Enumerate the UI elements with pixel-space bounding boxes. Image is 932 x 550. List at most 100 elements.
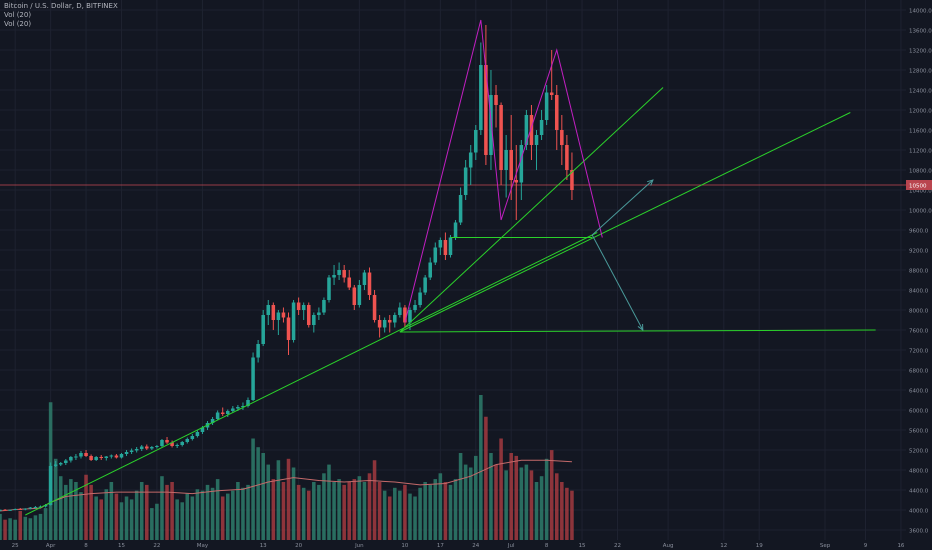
- candle-body[interactable]: [433, 247, 438, 263]
- candle-body[interactable]: [484, 65, 488, 155]
- candle-body[interactable]: [74, 456, 78, 458]
- candle-body[interactable]: [241, 406, 245, 407]
- candle-body[interactable]: [438, 240, 443, 248]
- candle-body[interactable]: [534, 135, 539, 145]
- candle-body[interactable]: [48, 466, 53, 505]
- candle-body[interactable]: [23, 508, 28, 510]
- candle-body[interactable]: [372, 295, 377, 320]
- time-axis[interactable]: [0, 540, 932, 550]
- candle-body[interactable]: [504, 150, 508, 170]
- candle-body[interactable]: [165, 440, 169, 443]
- candle-body[interactable]: [317, 312, 321, 316]
- candle-body[interactable]: [413, 305, 417, 310]
- candle-body[interactable]: [570, 170, 574, 190]
- candle-body[interactable]: [43, 505, 48, 507]
- candle-body[interactable]: [185, 439, 190, 442]
- candle-body[interactable]: [352, 287, 357, 306]
- candle-body[interactable]: [129, 450, 134, 453]
- candle-body[interactable]: [225, 411, 230, 414]
- candle-body[interactable]: [529, 115, 534, 145]
- candle-body[interactable]: [109, 455, 114, 457]
- candle-body[interactable]: [104, 456, 109, 459]
- candle-body[interactable]: [332, 275, 336, 278]
- candle-body[interactable]: [362, 272, 367, 286]
- candle-body[interactable]: [342, 270, 346, 278]
- candle-body[interactable]: [499, 105, 503, 170]
- price-axis[interactable]: [906, 0, 932, 550]
- candle-body[interactable]: [468, 152, 473, 168]
- candle-body[interactable]: [53, 464, 58, 467]
- candle-body[interactable]: [215, 412, 220, 420]
- candle-body[interactable]: [560, 130, 564, 145]
- candle-body[interactable]: [443, 240, 448, 255]
- trend-line[interactable]: [25, 232, 598, 516]
- candle-body[interactable]: [160, 440, 164, 446]
- trend-line[interactable]: [399, 329, 876, 333]
- candle-body[interactable]: [18, 509, 23, 510]
- candle-body[interactable]: [291, 302, 296, 341]
- candle-body[interactable]: [301, 305, 306, 310]
- candle-body[interactable]: [377, 320, 382, 328]
- candle-body[interactable]: [489, 95, 493, 155]
- candle-body[interactable]: [256, 344, 260, 358]
- candle-body[interactable]: [565, 145, 569, 170]
- candle-body[interactable]: [124, 452, 129, 454]
- candle-body[interactable]: [281, 312, 286, 318]
- candle-body[interactable]: [453, 222, 458, 238]
- trend-line[interactable]: [399, 87, 664, 333]
- candle-body[interactable]: [231, 408, 235, 412]
- candle-body[interactable]: [544, 92, 549, 121]
- candle-body[interactable]: [448, 237, 453, 256]
- candle-body[interactable]: [382, 320, 387, 328]
- candle-body[interactable]: [190, 436, 195, 439]
- candle-body[interactable]: [13, 509, 17, 510]
- candle-body[interactable]: [195, 432, 200, 436]
- candle-body[interactable]: [276, 312, 281, 321]
- candle-body[interactable]: [312, 315, 316, 325]
- candle-body[interactable]: [296, 302, 301, 311]
- candle-body[interactable]: [347, 277, 352, 288]
- trend-line[interactable]: [399, 112, 851, 333]
- candle-body[interactable]: [119, 454, 124, 458]
- candle-body[interactable]: [114, 455, 119, 458]
- candle-body[interactable]: [139, 446, 144, 450]
- candle-body[interactable]: [210, 419, 215, 423]
- candle-body[interactable]: [69, 457, 73, 461]
- candle-body[interactable]: [549, 92, 554, 96]
- candle-body[interactable]: [494, 95, 498, 105]
- candle-body[interactable]: [261, 315, 265, 344]
- candle-body[interactable]: [8, 509, 12, 511]
- candle-body[interactable]: [514, 180, 519, 183]
- candle-body[interactable]: [170, 442, 174, 447]
- candle-body[interactable]: [155, 446, 159, 447]
- candle-body[interactable]: [33, 507, 38, 508]
- candle-body[interactable]: [286, 317, 291, 341]
- candle-body[interactable]: [357, 285, 362, 305]
- projection-arrow[interactable]: [591, 234, 644, 331]
- candle-body[interactable]: [28, 507, 33, 509]
- candle-body[interactable]: [89, 456, 93, 460]
- candle-body[interactable]: [519, 145, 524, 183]
- candle-body[interactable]: [322, 300, 326, 313]
- candle-body[interactable]: [64, 460, 68, 464]
- candle-body[interactable]: [479, 65, 483, 130]
- candle-body[interactable]: [220, 412, 225, 415]
- candle-body[interactable]: [463, 167, 468, 196]
- candle-body[interactable]: [94, 457, 98, 460]
- candle-body[interactable]: [0, 509, 2, 511]
- candle-body[interactable]: [418, 292, 422, 306]
- candle-body[interactable]: [524, 115, 529, 145]
- candle-body[interactable]: [246, 400, 250, 406]
- candle-body[interactable]: [180, 442, 184, 445]
- candle-body[interactable]: [271, 305, 276, 320]
- candle-body[interactable]: [150, 447, 154, 449]
- candle-body[interactable]: [539, 120, 544, 135]
- candle-body[interactable]: [474, 130, 478, 153]
- candle-body[interactable]: [408, 310, 412, 323]
- projection-arrow[interactable]: [591, 179, 654, 236]
- candle-body[interactable]: [458, 195, 463, 223]
- candle-body[interactable]: [509, 150, 513, 180]
- candle-body[interactable]: [200, 427, 205, 433]
- candle-body[interactable]: [327, 277, 331, 301]
